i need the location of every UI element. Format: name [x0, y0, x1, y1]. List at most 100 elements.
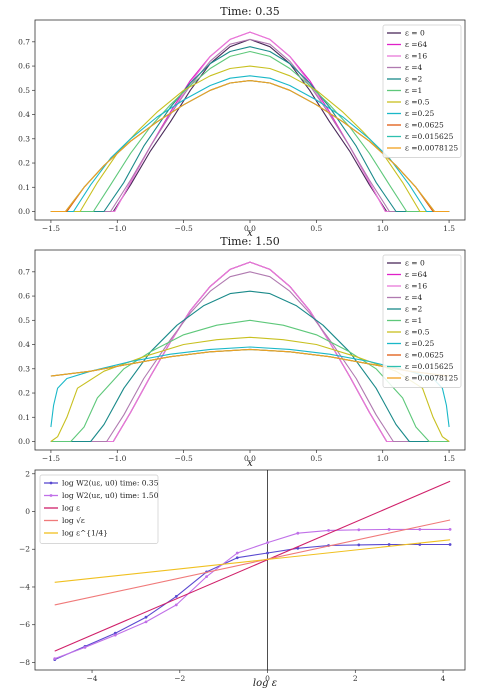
series-line: [50, 46, 450, 213]
legend-label: ε =2: [405, 75, 423, 84]
series-line: [50, 50, 450, 213]
series-line: [54, 519, 451, 606]
legend-label: ε =16: [405, 52, 427, 61]
data-point: [296, 546, 300, 550]
legend-label: ε =0.015625: [405, 362, 454, 371]
legend-label: ε =0.5: [405, 98, 430, 107]
plot-area: −1.5 −1.0 −0.5 0.0 0.5 1.0 1.5 0.0 0.1 0.2 0.3 0.4 0…: [18, 31, 455, 233]
x-tick-label: −2: [174, 674, 185, 683]
x-tick-label: 1.5: [443, 454, 455, 463]
series-line: [50, 319, 450, 443]
data-point: [266, 541, 269, 545]
y-tick-label: −6: [19, 620, 30, 629]
y-tick-label: 0.3: [18, 364, 30, 373]
data-point: [448, 528, 452, 531]
y-tick-label: 0.6: [18, 62, 30, 71]
legend-label: ε =0.25: [405, 109, 434, 118]
series-line: [50, 271, 450, 443]
chart-title: Time: 0.35: [220, 5, 280, 18]
data-point: [174, 595, 178, 598]
data-point: [327, 528, 330, 532]
x-tick-label: 0.5: [310, 454, 322, 463]
legend: ε = 0 ε =64 ε =16 ε =4 ε =2 ε =1 ε =0.5 ε =0.25…: [382, 254, 462, 388]
x-tick-label: −0.5: [175, 224, 193, 233]
legend-label: ε =0.25: [405, 339, 434, 348]
legend-label: ε =64: [405, 40, 427, 49]
legend-label: ε = 0: [405, 29, 425, 38]
series-line: [50, 75, 450, 213]
legend-marker: [49, 481, 53, 485]
x-tick-label: −4: [87, 674, 98, 683]
legend-label: ε =4: [405, 63, 423, 72]
chart-title: Time: 1.50: [220, 235, 280, 248]
x-tick-label: 1.5: [443, 224, 455, 233]
x-tick-label: 0.0: [244, 454, 256, 463]
x-tick-label: 0.0: [244, 224, 256, 233]
plot-area: −4 −2 0 2 4 −8 −6 −4 −2 0 2: [19, 469, 452, 683]
legend-label: ε =4: [405, 293, 423, 302]
y-tick-label: 0.5: [18, 316, 30, 325]
series-line: [54, 539, 451, 583]
legend-label: log ε: [62, 504, 80, 513]
series-line: [50, 336, 450, 442]
data-point: [205, 575, 208, 579]
series-line: [50, 38, 450, 213]
data-point: [387, 543, 391, 546]
legend-label: ε =1: [405, 86, 422, 95]
data-point: [83, 645, 87, 649]
y-tick-label: 0.7: [18, 267, 30, 276]
y-tick-label: 0.0: [18, 207, 30, 216]
y-tick-label: 0.2: [18, 389, 30, 398]
chart-panel-time-0.35: Time: 0.35 x −1.5 −1.0 −0.5 0.0 0.5 1.0 1.5 0.0…: [18, 5, 466, 239]
series-line: [50, 290, 450, 443]
legend-label: ε =0.0625: [405, 351, 444, 360]
x-tick-label: −1.5: [42, 454, 60, 463]
data-point: [266, 551, 269, 555]
x-axis-label: x: [247, 228, 253, 239]
series-line: [54, 480, 451, 652]
y-tick-label: −2: [19, 545, 30, 554]
legend-label: log W2(uε, u0) time: 0.35: [62, 479, 159, 488]
data-point: [144, 615, 148, 619]
data-point: [296, 531, 300, 535]
x-tick-label: 0: [265, 674, 270, 683]
x-tick-label: −1.0: [108, 454, 126, 463]
legend-label: ε =16: [405, 282, 427, 291]
legend-label: ε =1: [405, 316, 422, 325]
x-axis-label: x: [247, 458, 253, 469]
y-tick-label: 0.3: [18, 134, 30, 143]
y-tick-label: 0.4: [18, 340, 30, 349]
legend-box: [382, 24, 462, 158]
y-tick-label: 0.2: [18, 159, 30, 168]
plot-area: −1.5 −1.0 −0.5 0.0 0.5 1.0 1.5 0.0 0.1 0.2 0.3 0.4 0…: [18, 261, 455, 463]
series-lines: [53, 480, 452, 662]
data-point: [113, 633, 117, 637]
legend-label: ε =0.0625: [405, 121, 444, 130]
x-tick-label: 2: [353, 674, 358, 683]
data-point: [418, 528, 422, 531]
x-tick-label: 1.0: [377, 224, 389, 233]
legend-label: log ε^{1/4}: [62, 529, 108, 538]
data-point: [174, 603, 178, 607]
legend-label: ε =0.0078125: [405, 374, 458, 383]
legend: ε = 0 ε =64 ε =16 ε =4 ε =2 ε =1 ε =0.5 ε =0.25…: [382, 24, 462, 158]
legend-label: log W2(uε, u0) time: 1.50: [62, 491, 159, 500]
series-line: [50, 80, 450, 213]
data-point: [53, 657, 57, 661]
data-point: [357, 528, 361, 532]
y-tick-label: 2: [25, 469, 30, 478]
legend-label: ε =2: [405, 305, 423, 314]
x-tick-label: 1.0: [377, 454, 389, 463]
legend-box: [39, 474, 159, 544]
data-point: [448, 543, 452, 546]
y-tick-label: 0.1: [18, 183, 30, 192]
data-point: [235, 556, 239, 560]
series-line: [54, 528, 451, 660]
y-tick-label: 0.5: [18, 86, 30, 95]
data-point: [144, 620, 148, 624]
legend-label: ε =0.0078125: [405, 144, 458, 153]
y-tick-label: 0.7: [18, 37, 30, 46]
legend-label: log √ε: [62, 516, 85, 525]
y-tick-label: 0.4: [18, 110, 30, 119]
